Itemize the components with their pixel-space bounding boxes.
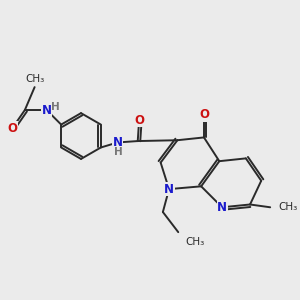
Text: N: N [112, 136, 123, 149]
Text: O: O [7, 122, 17, 135]
Text: N: N [42, 103, 52, 116]
Text: CH₃: CH₃ [25, 74, 44, 84]
Text: O: O [199, 108, 209, 121]
Text: N: N [217, 201, 227, 214]
Text: N: N [164, 183, 174, 196]
Text: CH₃: CH₃ [185, 237, 205, 247]
Text: CH₃: CH₃ [278, 202, 297, 212]
Text: O: O [134, 114, 144, 127]
Text: H: H [114, 147, 123, 157]
Text: H: H [51, 102, 60, 112]
